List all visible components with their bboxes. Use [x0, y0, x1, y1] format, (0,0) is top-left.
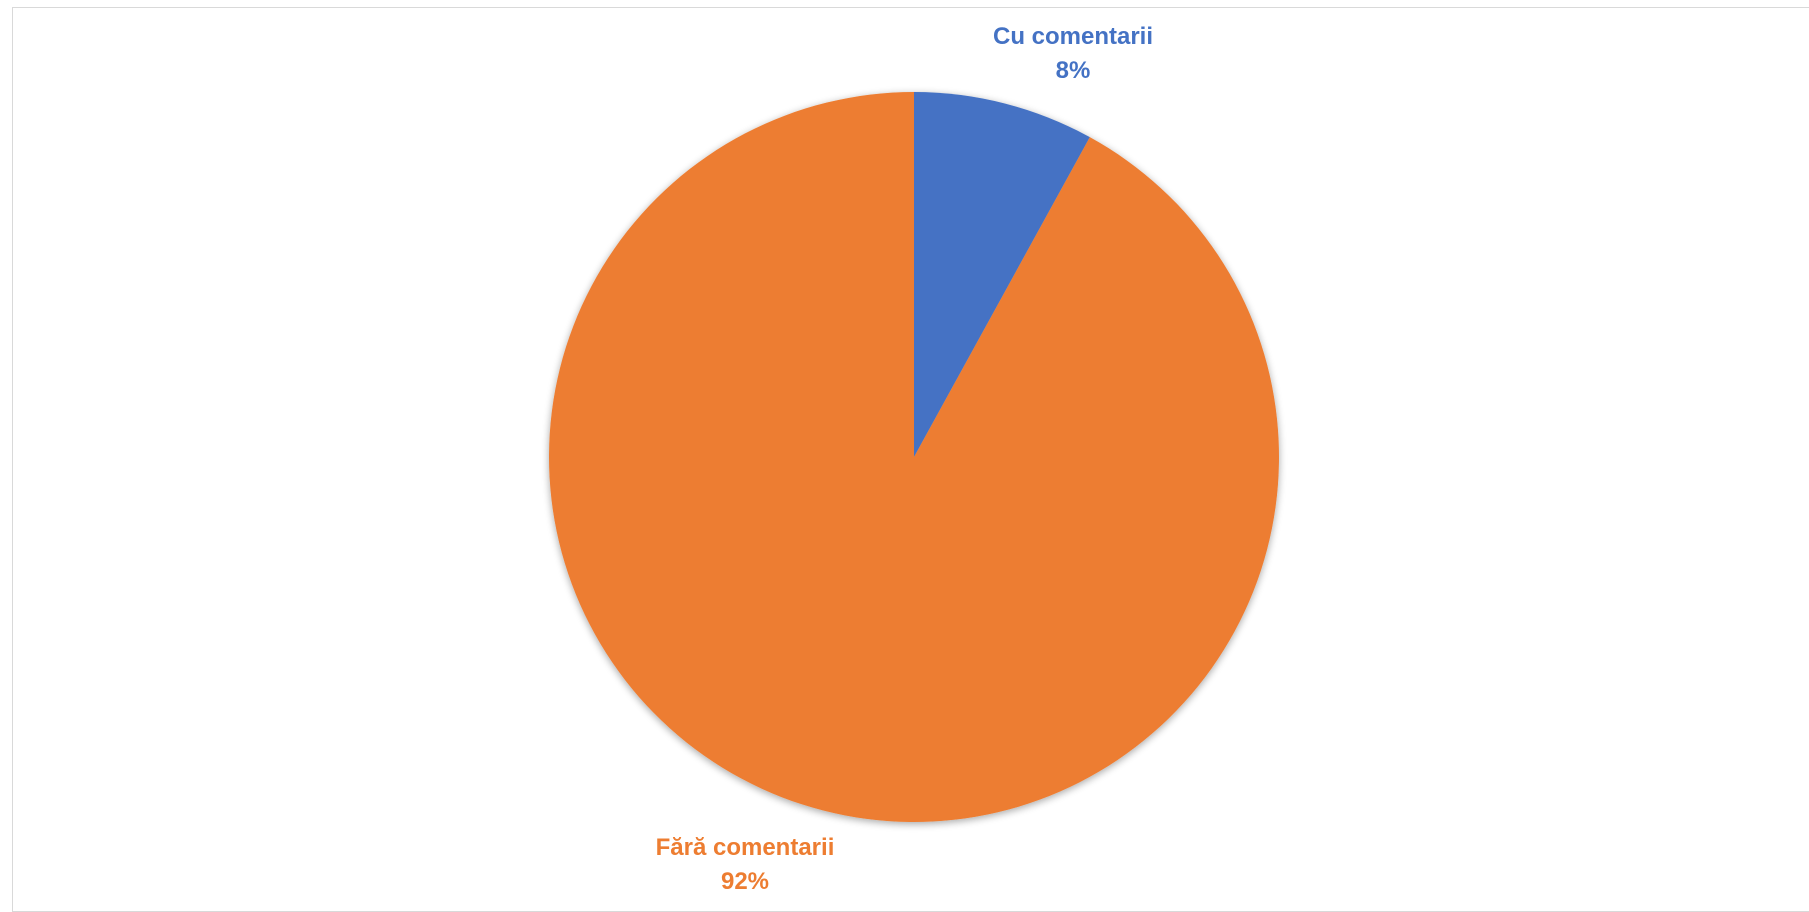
data-label-cu-comentarii-name: Cu comentarii — [993, 23, 1153, 50]
data-label-fara-comentarii-value: 92% — [721, 868, 769, 895]
pie-slice-fără-comentarii — [548, 91, 1279, 823]
pie-slice-cu-comentarii — [914, 92, 1090, 457]
data-label-fara-comentarii-name: Fără comentarii — [656, 834, 835, 861]
data-label-cu-comentarii-value: 8% — [1056, 57, 1091, 84]
pie-data-labels: Cu comentarii 8% Fără comentarii 92% — [656, 23, 1153, 895]
pie-slices — [548, 91, 1279, 823]
